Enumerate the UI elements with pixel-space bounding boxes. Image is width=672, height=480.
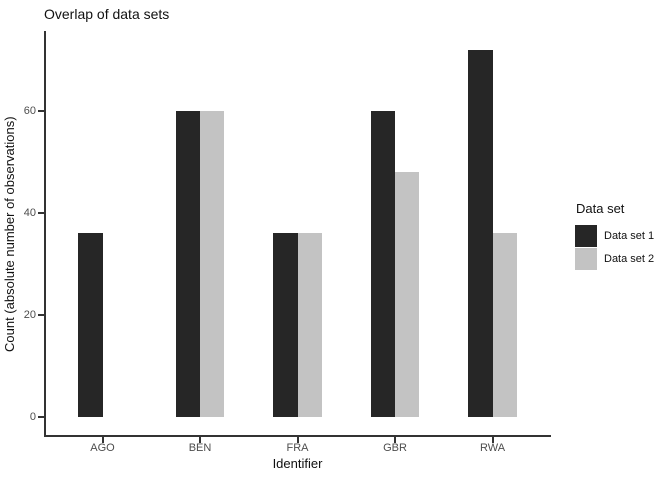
y-tick-label-60: 60 <box>23 105 36 118</box>
bar-fra-series2 <box>297 233 322 417</box>
x-tick-label-gbr: GBR <box>383 442 407 454</box>
x-tick-mark-rwa <box>491 437 494 443</box>
legend-swatch-series1 <box>575 225 597 247</box>
y-tick-mark-20 <box>38 313 44 316</box>
y-tick-mark-40 <box>38 212 44 215</box>
y-tick-label-20: 20 <box>23 308 36 321</box>
x-tick-mark-gbr <box>394 437 396 443</box>
chart-title: Overlap of data sets <box>44 6 170 22</box>
legend: Data set Data set 1 Data set 2 <box>575 201 654 271</box>
legend-label-series1: Data set 1 <box>604 230 655 242</box>
x-tick-label-rwa: RWA <box>479 442 506 454</box>
x-tick-mark-ago <box>101 437 104 443</box>
y-tick-mark-0 <box>38 415 44 418</box>
y-tick-mark-60 <box>38 110 44 113</box>
x-tick-label-fra: FRA <box>286 442 309 454</box>
legend-title: Data set <box>576 201 625 216</box>
legend-key-series1: Data set 1 <box>575 225 654 247</box>
bar-gbr-series2 <box>395 172 420 417</box>
x-tick-mark-fra <box>296 437 299 443</box>
legend-key-series2: Data set 2 <box>575 248 654 270</box>
legend-keys: Data set 1 Data set 2 <box>575 225 654 270</box>
legend-swatch-series2 <box>575 248 597 270</box>
y-tick-label-40: 40 <box>23 207 36 220</box>
bar-ben-series2 <box>200 111 225 417</box>
x-tick-label-ben: BEN <box>188 442 212 454</box>
legend-label-series2: Data set 2 <box>604 253 655 265</box>
y-axis-title: Count (absolute number of observations) <box>2 116 17 352</box>
x-tick-label-ago: AGO <box>90 442 115 454</box>
x-tick-mark-ben <box>199 437 201 443</box>
plot-panel <box>44 31 551 437</box>
bar-ago-series1 <box>78 233 103 417</box>
y-tick-label-0: 0 <box>29 410 36 423</box>
x-axis-title: Identifier <box>272 456 323 471</box>
bar-gbr-series1 <box>370 111 395 417</box>
bar-ben-series1 <box>175 111 200 417</box>
bar-rwa-series1 <box>468 50 493 417</box>
bar-fra-series1 <box>273 233 298 417</box>
bar-rwa-series2 <box>492 233 517 417</box>
